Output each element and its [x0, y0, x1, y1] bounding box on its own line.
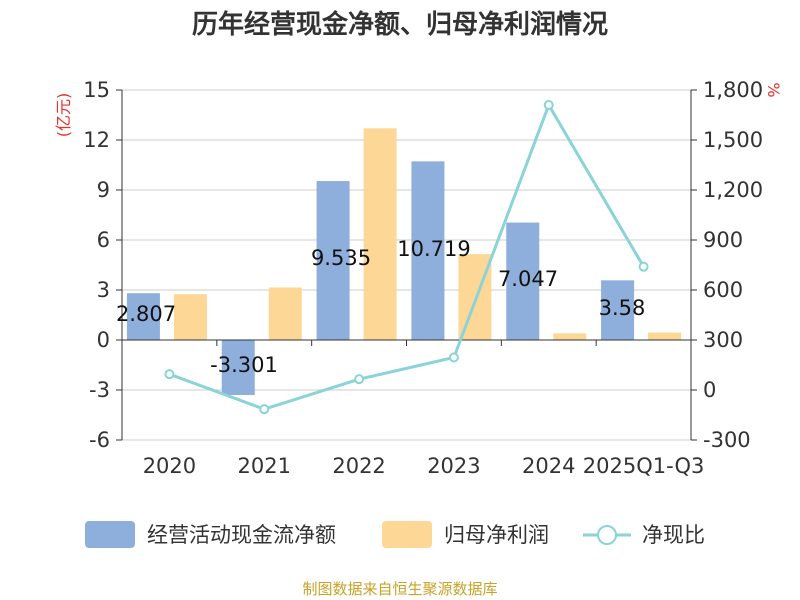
legend-swatch-cash-flow: [85, 521, 135, 548]
x-tick-label: 2021: [238, 454, 291, 478]
cash-flow-label-2021: -3.301: [210, 353, 278, 377]
cash-flow-bar-2025Q1-Q3: [601, 280, 635, 340]
net-profit-bar-2021: [268, 287, 302, 340]
right-tick-label: -300: [703, 428, 751, 452]
legend-label-net-cash-ratio: 净现比: [642, 523, 705, 547]
left-tick-label: 6: [97, 228, 110, 252]
left-tick-label: 0: [97, 328, 110, 352]
cash-flow-label-2024: 7.047: [498, 267, 558, 291]
net-profit-bar-2020: [173, 294, 207, 340]
net-profit-bar-2025Q1-Q3: [648, 332, 682, 340]
net-cash-ratio-point-2024: [543, 100, 554, 110]
source-note: 制图数据来自恒生聚源数据库: [302, 580, 497, 598]
left-tick-label: -3: [89, 378, 110, 402]
right-tick-label: 600: [703, 278, 743, 302]
x-tick-label: 2020: [143, 454, 196, 478]
x-tick-label: 2022: [332, 454, 385, 478]
net-cash-ratio-polyline: [168, 101, 645, 411]
bars: [126, 128, 682, 396]
cash-flow-bar-2023: [411, 161, 445, 340]
axes: 15 12 9 6 3 0 -3 -6 1,800 1,500 1,200 900 600 300 0 -30…: [83, 78, 763, 478]
legend-label-net-profit: 归母净利润: [444, 523, 549, 547]
net-profit-bar-2024: [553, 333, 587, 340]
net-cash-ratio-point-2022: [354, 374, 365, 385]
cash-flow-label-2023: 10.719: [397, 237, 470, 261]
right-tick-label: 0: [703, 378, 716, 402]
x-tick-label: 2023: [427, 454, 480, 478]
right-tick-label: 1,500: [703, 128, 763, 152]
cash-flow-label-2022: 9.535: [311, 246, 371, 270]
left-tick-label: -6: [89, 428, 110, 452]
legend: 经营活动现金流净额 归母净利润 净现比: [85, 521, 705, 548]
chart-title: 历年经营现金净额、归母净利润情况: [192, 9, 608, 40]
legend-swatch-net-profit: [382, 521, 432, 548]
net-profit-bar-2022: [363, 128, 397, 340]
right-axis-unit: %: [764, 82, 783, 97]
left-axis-unit: (亿元): [54, 93, 73, 138]
data-labels: 2.807 -3.301 9.535 10.719 7.047 3.58: [116, 237, 645, 377]
cash-flow-bar-2024: [506, 222, 540, 340]
cash-flow-bar-2021: [221, 340, 255, 396]
net-cash-ratio-point-2021: [259, 404, 270, 415]
right-tick-label: 300: [703, 328, 743, 352]
x-tick-label: 2025Q1-Q3: [583, 454, 705, 478]
legend-swatch-marker: [597, 525, 617, 545]
net-cash-ratio-point-2020: [164, 369, 175, 380]
left-tick-label: 9: [97, 178, 110, 202]
x-tick-label: 2024: [522, 454, 575, 478]
left-tick-label: 3: [97, 278, 110, 302]
cash-flow-bar-2022: [316, 181, 350, 340]
right-tick-label: 1,200: [703, 178, 763, 202]
net-cash-ratio-point-2023: [448, 352, 459, 363]
left-tick-label: 12: [83, 128, 110, 152]
right-tick-label: 1,800: [703, 78, 763, 102]
cash-flow-label-2025Q1-Q3: 3.58: [599, 296, 646, 320]
cash-flow-bar-2020: [126, 293, 160, 340]
left-tick-label: 15: [83, 78, 110, 102]
net-cash-ratio-line: [164, 100, 649, 415]
cash-flow-label-2020: 2.807: [116, 302, 176, 326]
right-tick-label: 900: [703, 228, 743, 252]
legend-label-cash-flow: 经营活动现金流净额: [147, 523, 336, 547]
net-cash-ratio-point-2025Q1-Q3: [638, 261, 649, 272]
